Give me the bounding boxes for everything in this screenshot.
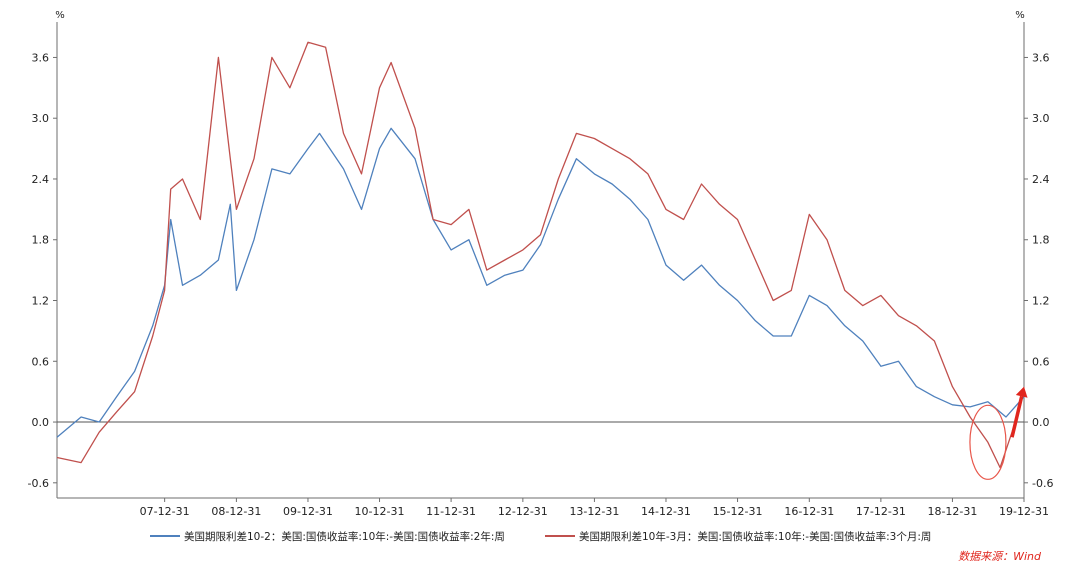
tick-labels: % % -0.6 -0.6 0.0 0.0 0.6 0.6 1.2 1.2 1.8 1.8 2.4 2.4… xyxy=(28,10,1054,518)
annotations xyxy=(969,386,1028,480)
right-unit-label: % xyxy=(1015,10,1025,21)
left-unit-label: % xyxy=(55,10,65,21)
trend-arrow-shaft xyxy=(1010,395,1024,438)
left-y-tick-label: 2.4 xyxy=(32,173,50,186)
left-y-tick-label: -0.6 xyxy=(28,477,49,490)
x-tick-label: 13-12-31 xyxy=(569,505,619,518)
left-y-tick-label: 0.6 xyxy=(32,355,50,368)
series-line-1 xyxy=(56,127,1025,438)
right-y-tick-label: 1.2 xyxy=(1032,295,1050,308)
x-tick-label: 15-12-31 xyxy=(713,505,763,518)
right-y-tick-label: 3.6 xyxy=(1032,51,1050,64)
series-lines xyxy=(56,41,1025,469)
left-y-tick-label: 0.0 xyxy=(32,416,50,429)
right-y-tick-label: 0.6 xyxy=(1032,355,1050,368)
legend-label-1: 美国期限利差10-2：美国:国债收益率:10年:-美国:国债收益率:2年:周 xyxy=(184,530,505,543)
right-y-tick-label: 1.8 xyxy=(1032,234,1050,247)
left-y-tick-label: 1.8 xyxy=(32,234,50,247)
highlight-ellipse xyxy=(969,404,1007,480)
x-tick-label: 08-12-31 xyxy=(211,505,261,518)
series-line-2 xyxy=(56,41,1025,469)
x-tick-label: 14-12-31 xyxy=(641,505,691,518)
x-tick-label: 09-12-31 xyxy=(283,505,333,518)
legend: 美国期限利差10-2：美国:国债收益率:10年:-美国:国债收益率:2年:周 美国… xyxy=(150,530,931,543)
x-tick-label: 10-12-31 xyxy=(355,505,405,518)
trend-arrow-head xyxy=(1015,386,1028,398)
right-y-tick-label: 3.0 xyxy=(1032,112,1050,125)
x-tick-label: 11-12-31 xyxy=(426,505,476,518)
left-y-tick-label: 3.0 xyxy=(32,112,50,125)
left-y-tick-label: 1.2 xyxy=(32,295,50,308)
source-note: 数据来源：Wind xyxy=(958,550,1042,563)
x-tick-label: 07-12-31 xyxy=(140,505,190,518)
right-y-tick-label: -0.6 xyxy=(1032,477,1053,490)
x-tick-label: 16-12-31 xyxy=(784,505,834,518)
left-y-tick-label: 3.6 xyxy=(32,51,50,64)
axes xyxy=(53,22,1028,502)
x-tick-label: 17-12-31 xyxy=(856,505,906,518)
x-tick-label: 18-12-31 xyxy=(927,505,977,518)
right-y-tick-label: 2.4 xyxy=(1032,173,1050,186)
x-tick-label: 12-12-31 xyxy=(498,505,548,518)
right-y-tick-label: 0.0 xyxy=(1032,416,1050,429)
legend-label-2: 美国期限利差10年-3月：美国:国债收益率:10年:-美国:国债收益率:3个月:… xyxy=(579,530,931,543)
x-tick-label: 19-12-31 xyxy=(999,505,1049,518)
